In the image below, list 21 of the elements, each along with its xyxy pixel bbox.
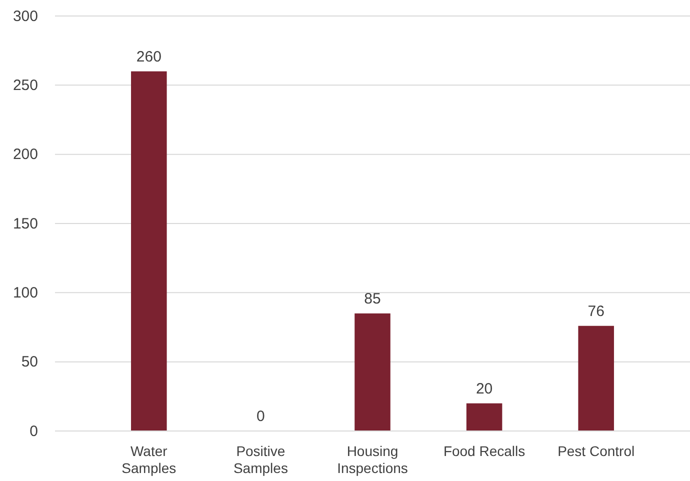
- y-tick-label: 150: [12, 215, 38, 232]
- data-label: 20: [476, 380, 493, 398]
- bar: [354, 313, 390, 431]
- y-tick-label: 50: [21, 354, 38, 371]
- data-label: 260: [136, 48, 162, 66]
- x-tick-label: Housing Inspections: [337, 443, 408, 476]
- x-tick-label: Food Recalls: [443, 443, 526, 459]
- y-tick-label: 0: [30, 422, 38, 440]
- y-tick-label: 250: [12, 76, 38, 94]
- bar: [131, 71, 167, 431]
- y-tick-label: 200: [12, 146, 38, 164]
- data-label: 0: [256, 408, 265, 425]
- data-label: 76: [588, 302, 604, 320]
- y-tick-label: 300: [12, 8, 38, 25]
- data-label: 85: [364, 290, 381, 308]
- bar: [466, 403, 502, 431]
- y-tick-label: 100: [12, 284, 38, 302]
- x-tick-label: Water Samples: [122, 443, 176, 476]
- x-tick-label: Pest Control: [558, 443, 635, 459]
- x-tick-label: Positive Samples: [233, 443, 288, 476]
- bar: [578, 326, 614, 431]
